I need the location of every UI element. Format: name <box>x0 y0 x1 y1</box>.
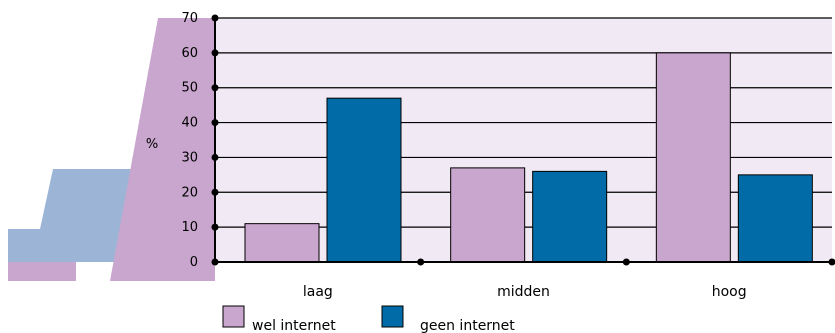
x-category-label: laag <box>303 284 333 300</box>
y-tick-label: 50 <box>181 81 198 96</box>
legend-swatch-geen-internet <box>381 305 404 328</box>
y-tick-label: 40 <box>181 116 198 131</box>
decor-blue-shape <box>8 169 135 262</box>
y-tick-marker-10 <box>211 223 219 231</box>
x-category-label: midden <box>497 284 550 300</box>
x-category-labels: laag midden hoog <box>303 284 747 300</box>
bar-midden-wel-internet <box>450 167 526 263</box>
y-tick-marker-20 <box>211 188 219 196</box>
bar-hoog-wel-internet <box>655 52 731 263</box>
legend-label-geen-internet: geen internet <box>420 318 515 333</box>
x-tick-marker <box>828 258 835 266</box>
y-tick-labels: 0 10 20 30 40 50 60 70 <box>181 11 198 270</box>
y-tick-marker-50 <box>211 84 219 92</box>
y-tick-marker-0 <box>211 258 219 266</box>
y-axis-label: % <box>146 137 158 152</box>
y-tick-label: 0 <box>190 255 198 270</box>
x-tick-marker <box>622 258 630 266</box>
legend: wel internet geen internet <box>222 305 515 333</box>
legend-swatch-wel-internet <box>222 305 245 328</box>
y-tick-label: 10 <box>181 220 198 235</box>
x-tick-marker <box>417 258 425 266</box>
decor-pink-block-small <box>8 262 76 281</box>
y-tick-label: 30 <box>181 150 198 165</box>
x-category-label: hoog <box>712 284 747 300</box>
decorative-shapes <box>8 18 215 281</box>
bar-laag-wel-internet <box>244 223 320 263</box>
y-tick-label: 20 <box>181 185 198 200</box>
bar-midden-geen-internet <box>532 170 608 263</box>
bar-laag-geen-internet <box>326 97 402 263</box>
y-tick-marker-40 <box>211 119 219 127</box>
bar-hoog-geen-internet <box>737 174 813 263</box>
y-tick-label: 70 <box>181 11 198 26</box>
y-tick-label: 60 <box>181 46 198 61</box>
axis-markers <box>211 14 835 266</box>
y-tick-marker-70 <box>211 14 219 22</box>
decor-pink-shape <box>110 18 215 281</box>
y-tick-marker-60 <box>211 49 219 57</box>
legend-label-wel-internet: wel internet <box>252 318 336 333</box>
y-tick-marker-30 <box>211 153 219 161</box>
